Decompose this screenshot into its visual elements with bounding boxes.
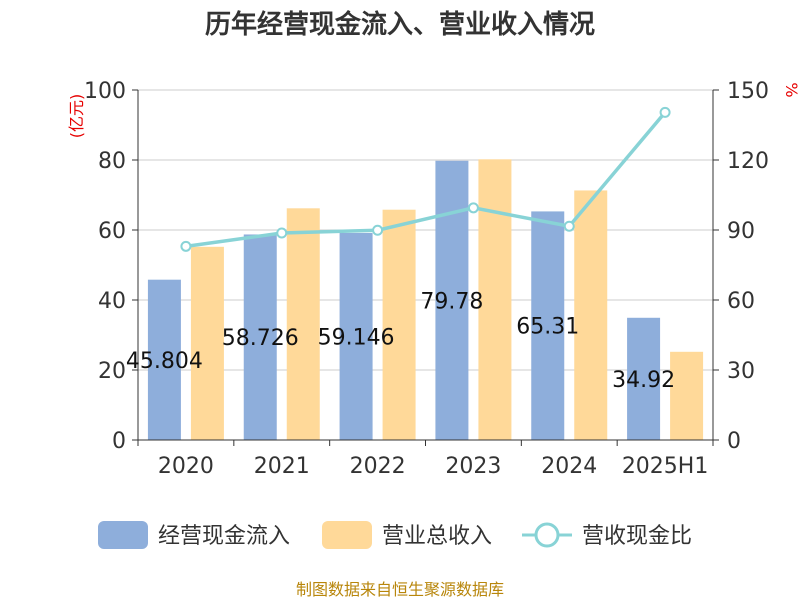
x-axis-tick-label: 2020 xyxy=(158,454,214,479)
bar xyxy=(286,208,320,440)
x-axis-tick-label: 2023 xyxy=(445,454,501,479)
line-point xyxy=(372,224,384,236)
left-axis-tick-label: 100 xyxy=(84,79,126,104)
line-point xyxy=(180,240,192,252)
right-axis-tick-label: 150 xyxy=(727,79,769,104)
legend-label: 营收现金比 xyxy=(582,524,692,549)
bar xyxy=(382,209,416,440)
data-label: 45.804 xyxy=(126,349,203,374)
line-point xyxy=(563,220,575,232)
bar xyxy=(670,351,704,440)
right-axis-tick-label: 30 xyxy=(727,359,755,384)
line-series xyxy=(185,111,667,249)
right-axis-tick-label: 0 xyxy=(727,429,741,454)
source-note: 制图数据来自恒生聚源数据库 xyxy=(296,580,504,599)
left-axis-tick-label: 60 xyxy=(98,219,126,244)
data-label: 34.92 xyxy=(612,368,675,393)
legend-label: 经营现金流入 xyxy=(158,524,290,549)
left-axis-tick-label: 20 xyxy=(98,359,126,384)
bar xyxy=(243,234,277,440)
legend-label: 营业总收入 xyxy=(382,524,492,549)
data-label: 59.146 xyxy=(318,325,395,350)
right-axis-tick-label: 60 xyxy=(727,289,755,314)
bar xyxy=(574,190,608,440)
right-axis-unit: % xyxy=(782,82,800,97)
bar xyxy=(435,160,469,440)
left-axis-tick-label: 40 xyxy=(98,289,126,314)
legend-swatch xyxy=(98,521,148,549)
bar xyxy=(531,211,565,440)
x-axis-tick-label: 2024 xyxy=(541,454,597,479)
bar xyxy=(190,246,224,440)
bar xyxy=(339,232,373,440)
x-axis-tick-label: 2022 xyxy=(350,454,406,479)
left-axis-tick-label: 80 xyxy=(98,149,126,174)
right-axis-tick-label: 120 xyxy=(727,149,769,174)
legend-item: 营收现金比 xyxy=(522,522,692,549)
bar xyxy=(147,279,181,440)
chart-title: 历年经营现金流入、营业收入情况 xyxy=(205,9,595,40)
data-label: 65.31 xyxy=(516,315,579,340)
bar xyxy=(478,159,512,441)
data-label: 79.78 xyxy=(420,289,483,314)
line-point xyxy=(467,202,479,214)
data-label: 58.726 xyxy=(222,326,299,351)
legend-marker xyxy=(534,522,560,548)
legend-item: 经营现金流入 xyxy=(98,521,290,549)
right-axis-tick-label: 90 xyxy=(727,219,755,244)
left-axis-tick-label: 0 xyxy=(112,429,126,454)
line-point xyxy=(276,227,288,239)
line-point xyxy=(659,106,671,118)
legend-item: 营业总收入 xyxy=(322,521,492,549)
bar xyxy=(627,317,661,440)
x-axis-tick-label: 2021 xyxy=(254,454,310,479)
legend-swatch xyxy=(322,521,372,549)
x-axis-tick-label: 2025H1 xyxy=(622,454,709,479)
left-axis-unit: (亿元) xyxy=(67,94,86,139)
